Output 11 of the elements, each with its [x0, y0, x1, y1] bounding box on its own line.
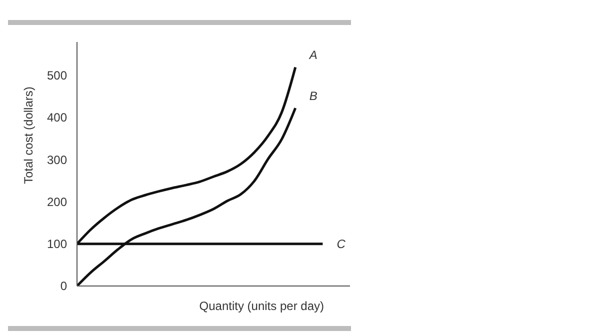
- y-tick-label: 400: [46, 110, 68, 125]
- y-tick-label: 200: [46, 194, 68, 209]
- y-tick-label: 300: [46, 152, 68, 167]
- y-tick-label: 0: [60, 279, 68, 293]
- series-label: C: [336, 236, 346, 251]
- series-label: A: [308, 48, 318, 62]
- y-tick-label: 500: [46, 68, 68, 83]
- x-axis-title: Quantity (units per day): [199, 299, 324, 313]
- y-axis-title: Total cost (dollars): [21, 86, 36, 184]
- y-tick-label: 100: [46, 236, 68, 251]
- series-label: B: [309, 89, 318, 104]
